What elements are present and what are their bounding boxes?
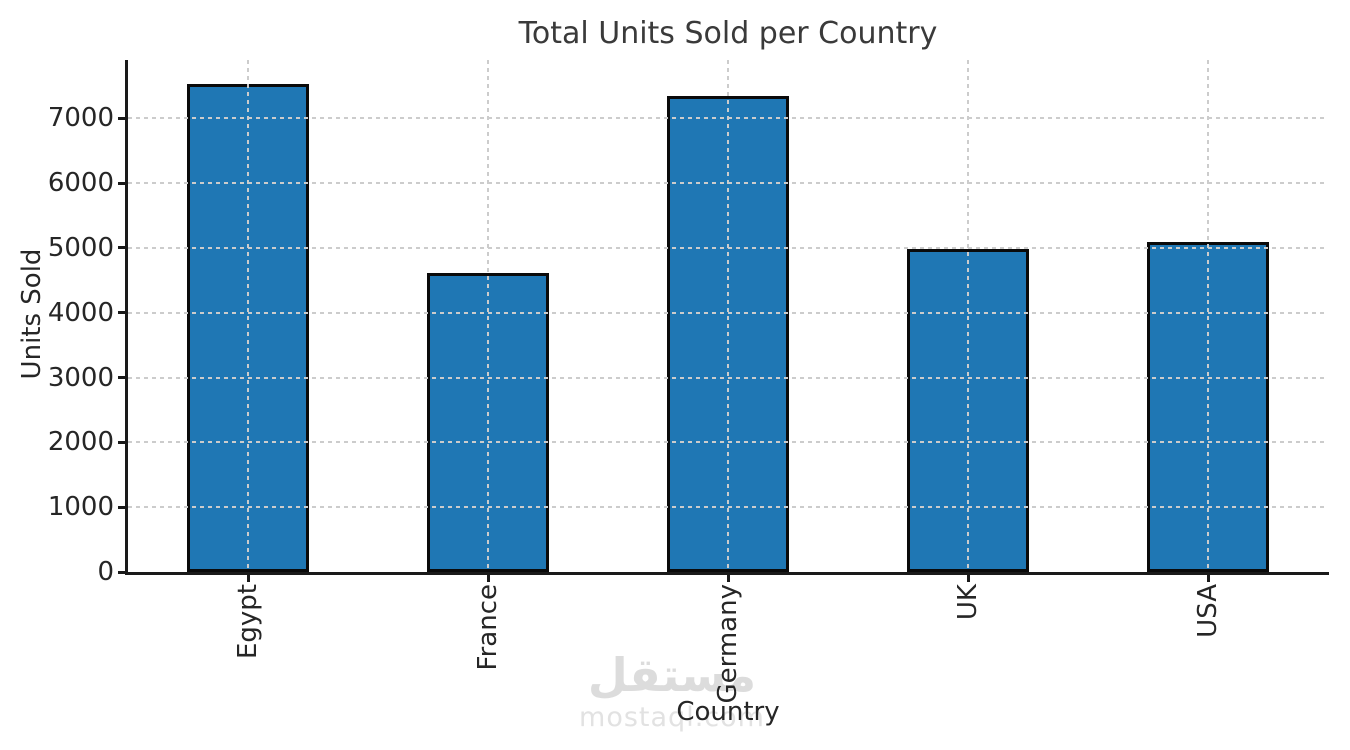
watermark-domain-text: mostaql.com [579,702,765,733]
v-gridline-egypt [247,60,249,572]
x-tick-label-uk: UK [953,584,983,621]
y-tick-label-6000: 6000 [47,168,114,199]
x-tick-label-france: France [473,584,503,671]
y-tick-mark-5000 [118,246,125,250]
y-tick-label-1000: 1000 [47,492,114,523]
y-tick-label-0: 0 [97,557,114,587]
x-tick-label-germany: Germany [713,584,743,704]
y-tick-mark-4000 [118,311,125,315]
v-gridline-uk [967,60,969,572]
x-tick-mark-uk [966,575,970,582]
y-tick-label-7000: 7000 [47,103,114,134]
y-tick-label-4000: 4000 [47,297,114,328]
x-axis-label: Country [676,697,780,727]
plot-area [128,60,1328,572]
x-tick-label-usa: USA [1193,584,1223,638]
y-tick-label-3000: 3000 [47,362,114,393]
y-tick-mark-2000 [118,440,125,444]
v-gridline-usa [1207,60,1209,572]
y-tick-mark-1000 [118,505,125,509]
y-tick-label-5000: 5000 [47,232,114,263]
chart-title: Total Units Sold per Country [518,16,938,51]
y-axis-spine [125,60,128,575]
x-tick-mark-germany [726,575,730,582]
x-tick-label-egypt: Egypt [233,584,263,660]
y-tick-mark-0 [118,570,125,574]
v-gridline-germany [727,60,729,572]
y-tick-mark-6000 [118,181,125,185]
y-tick-mark-7000 [118,116,125,120]
v-gridline-france [487,60,489,572]
x-tick-mark-egypt [246,575,250,582]
y-tick-mark-3000 [118,376,125,380]
watermark-arabic-logo: مستقل [587,648,757,702]
x-tick-mark-france [486,575,490,582]
x-tick-mark-usa [1206,575,1210,582]
y-tick-label-2000: 2000 [47,427,114,458]
x-axis-spine [125,572,1329,575]
watermark: مستقل mostaql.com [462,650,882,732]
